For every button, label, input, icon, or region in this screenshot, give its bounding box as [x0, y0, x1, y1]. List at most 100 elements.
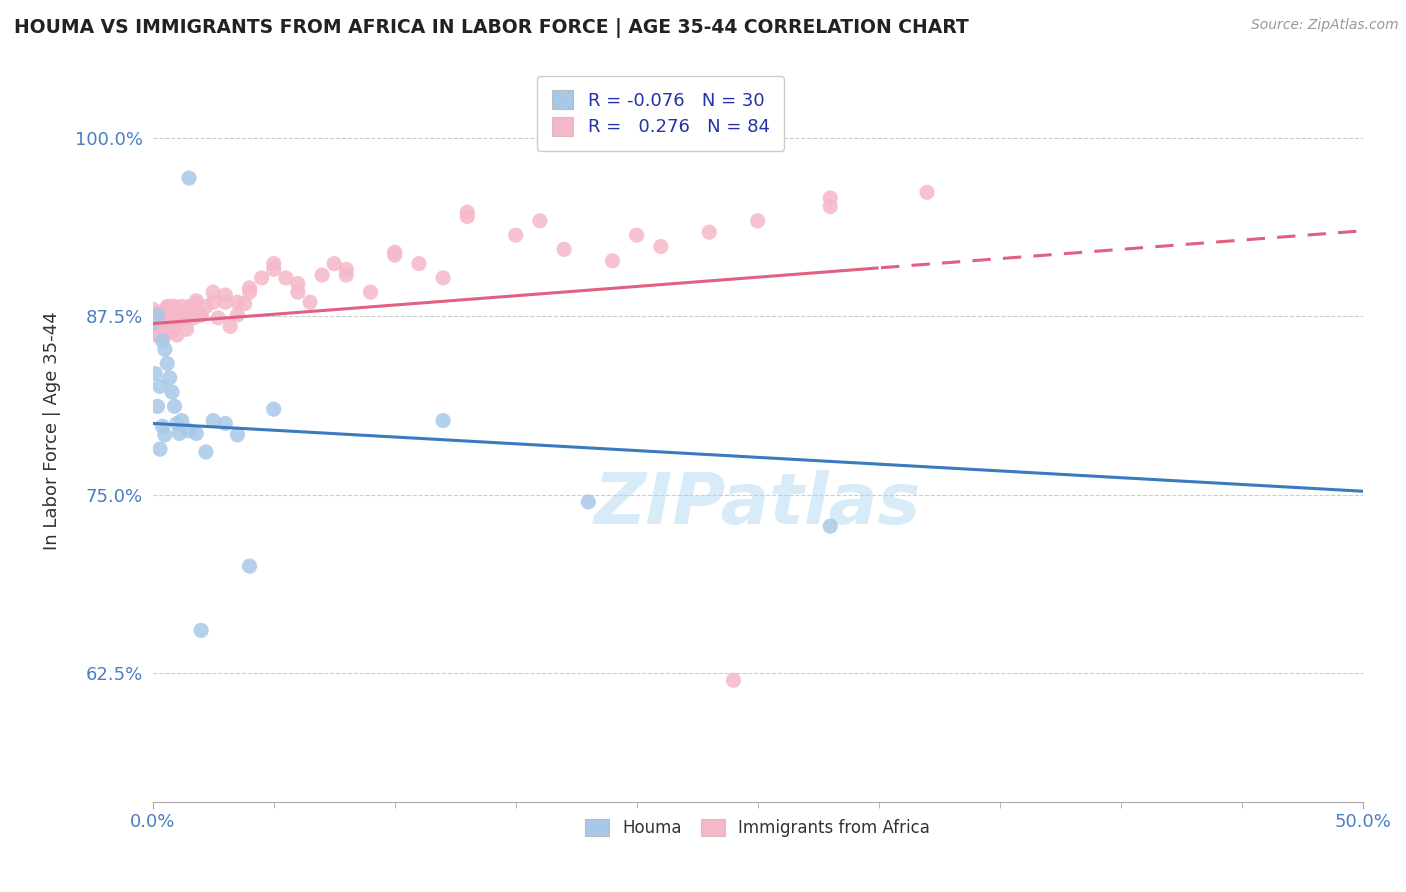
Point — [207, 310, 229, 325]
Point — [456, 205, 478, 219]
Point — [159, 300, 181, 314]
Point — [159, 371, 181, 385]
Point — [152, 314, 174, 328]
Point — [156, 300, 179, 314]
Point — [177, 171, 200, 186]
Point — [143, 328, 166, 343]
Point — [183, 310, 205, 325]
Point — [747, 214, 769, 228]
Point — [159, 310, 181, 324]
Point — [505, 228, 527, 243]
Point — [166, 417, 188, 431]
Point — [650, 239, 672, 253]
Point — [153, 428, 176, 442]
Point — [238, 285, 260, 300]
Point — [576, 495, 599, 509]
Point — [360, 285, 382, 300]
Point — [153, 319, 176, 334]
Point — [553, 243, 575, 257]
Point — [238, 559, 260, 574]
Point — [335, 262, 357, 277]
Point — [263, 262, 285, 277]
Point — [186, 293, 208, 308]
Point — [214, 295, 236, 310]
Point — [287, 277, 309, 291]
Point — [143, 314, 166, 328]
Point — [142, 302, 165, 317]
Point — [163, 400, 186, 414]
Point — [177, 424, 200, 438]
Point — [287, 285, 309, 300]
Point — [190, 308, 212, 322]
Point — [226, 428, 249, 442]
Point — [180, 300, 202, 314]
Point — [149, 305, 172, 319]
Legend: Houma, Immigrants from Africa: Houma, Immigrants from Africa — [576, 810, 938, 846]
Point — [166, 314, 188, 328]
Point — [152, 419, 174, 434]
Point — [156, 314, 179, 328]
Point — [219, 319, 242, 334]
Point — [263, 402, 285, 417]
Point — [160, 325, 183, 339]
Point — [238, 281, 260, 295]
Point — [166, 328, 188, 343]
Point — [170, 414, 193, 428]
Point — [311, 268, 333, 282]
Point — [202, 295, 225, 310]
Point — [915, 186, 938, 200]
Point — [152, 334, 174, 348]
Point — [149, 379, 172, 393]
Point — [146, 322, 169, 336]
Point — [190, 624, 212, 638]
Point — [149, 319, 172, 334]
Point — [146, 400, 169, 414]
Point — [149, 328, 172, 343]
Point — [170, 305, 193, 319]
Point — [233, 296, 256, 310]
Point — [146, 308, 169, 322]
Point — [156, 357, 179, 371]
Text: Source: ZipAtlas.com: Source: ZipAtlas.com — [1251, 18, 1399, 32]
Point — [529, 214, 551, 228]
Point — [818, 519, 841, 533]
Point — [146, 308, 169, 322]
Point — [408, 257, 430, 271]
Point — [194, 445, 217, 459]
Point — [173, 310, 195, 325]
Point — [169, 426, 191, 441]
Point — [186, 426, 208, 441]
Point — [153, 343, 176, 357]
Point — [432, 271, 454, 285]
Point — [156, 302, 179, 317]
Point — [152, 328, 174, 343]
Point — [214, 288, 236, 302]
Point — [323, 257, 346, 271]
Point — [298, 295, 321, 310]
Point — [160, 314, 183, 328]
Point — [166, 310, 188, 325]
Point — [170, 300, 193, 314]
Point — [384, 245, 406, 260]
Point — [163, 300, 186, 314]
Point — [142, 317, 165, 331]
Point — [432, 414, 454, 428]
Point — [456, 210, 478, 224]
Point — [818, 191, 841, 205]
Point — [143, 367, 166, 381]
Point — [142, 319, 165, 334]
Text: ZIPatlas: ZIPatlas — [593, 470, 921, 540]
Y-axis label: In Labor Force | Age 35-44: In Labor Force | Age 35-44 — [44, 311, 60, 549]
Point — [169, 308, 191, 322]
Point — [202, 414, 225, 428]
Point — [214, 417, 236, 431]
Point — [723, 673, 745, 688]
Point — [194, 300, 217, 314]
Point — [697, 225, 720, 239]
Point — [153, 308, 176, 322]
Point — [226, 295, 249, 310]
Point — [186, 296, 208, 310]
Point — [149, 442, 172, 457]
Point — [250, 271, 273, 285]
Point — [190, 308, 212, 322]
